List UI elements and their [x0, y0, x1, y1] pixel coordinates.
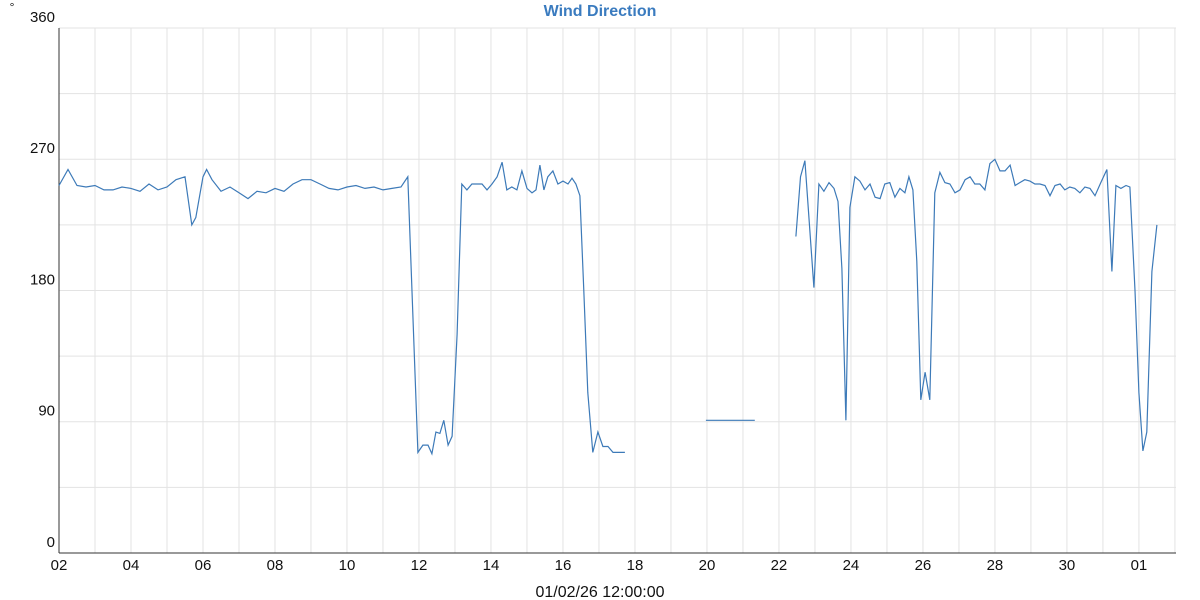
- y-tick-label: 90: [38, 403, 55, 420]
- y-tick-label: 0: [47, 534, 55, 551]
- x-tick-label: 14: [483, 557, 500, 574]
- x-tick-label: 16: [555, 557, 572, 574]
- x-tick-label: 26: [915, 557, 932, 574]
- x-tick-label: 10: [339, 557, 356, 574]
- x-tick-label: 24: [843, 557, 860, 574]
- x-tick-label: 02: [51, 557, 68, 574]
- y-tick-label: 180: [30, 271, 55, 288]
- x-tick-label: 30: [1059, 557, 1076, 574]
- x-tick-label: 12: [411, 557, 428, 574]
- x-tick-label: 01: [1131, 557, 1148, 574]
- x-tick-label: 08: [267, 557, 284, 574]
- x-axis-label: 01/02/26 12:00:00: [535, 584, 664, 600]
- x-tick-label: 22: [771, 557, 788, 574]
- chart-title: Wind Direction: [544, 3, 657, 20]
- y-tick-label: 270: [30, 140, 55, 157]
- data-line: [58, 158, 1158, 456]
- x-tick-label: 04: [123, 557, 140, 574]
- x-tick-label: 18: [627, 557, 644, 574]
- y-unit-label: °: [10, 0, 15, 14]
- x-tick-label: 28: [987, 557, 1004, 574]
- x-tick-label: 06: [195, 557, 212, 574]
- y-tick-label: 360: [30, 9, 55, 26]
- x-tick-label: 20: [699, 557, 716, 574]
